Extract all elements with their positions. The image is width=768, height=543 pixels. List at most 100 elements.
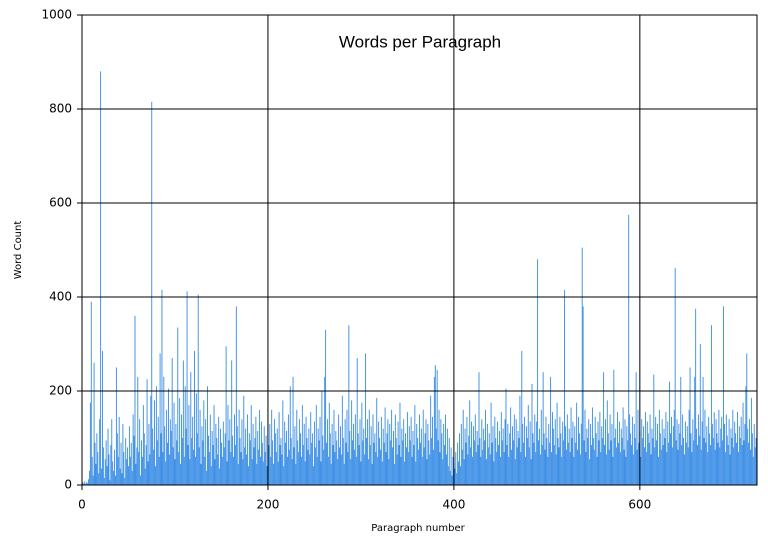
bar [214, 459, 216, 485]
bar [138, 452, 140, 485]
bar [710, 445, 711, 485]
bar [585, 452, 587, 485]
bar [304, 461, 306, 485]
bar [207, 435, 209, 485]
bar [273, 419, 275, 485]
bar [258, 449, 260, 485]
bar [144, 468, 146, 485]
bar [126, 459, 128, 485]
bar [330, 463, 332, 485]
bar [404, 461, 406, 485]
bar [694, 376, 696, 485]
bar [285, 442, 287, 485]
bar [568, 428, 570, 485]
bar [690, 433, 692, 485]
bar [717, 442, 719, 485]
bar [449, 470, 451, 485]
bar [721, 416, 723, 485]
bar [668, 442, 670, 485]
bar [502, 428, 504, 485]
bar [578, 433, 580, 485]
bar [718, 409, 720, 485]
bar [287, 414, 289, 485]
bar [196, 433, 198, 485]
y-tick-label: 1000 [41, 8, 72, 22]
bar [615, 428, 617, 485]
bar [247, 414, 248, 485]
plot-frame [81, 14, 758, 486]
bar [653, 374, 655, 485]
bar [154, 400, 155, 485]
bar [594, 416, 596, 485]
bar [219, 468, 221, 485]
bar [524, 416, 526, 485]
bar [378, 421, 380, 485]
bar [232, 435, 234, 485]
bar [655, 416, 657, 485]
bar [711, 423, 713, 485]
bar [475, 452, 477, 485]
bar [125, 438, 127, 485]
bar [749, 419, 751, 485]
bar [200, 463, 202, 485]
bar [294, 426, 296, 485]
bar [202, 440, 204, 485]
bar [393, 463, 395, 485]
bar [129, 456, 131, 485]
bar [349, 430, 351, 485]
bar [231, 360, 233, 485]
bar [391, 409, 393, 485]
bar [350, 459, 352, 485]
bar [674, 267, 676, 485]
bar [582, 306, 584, 485]
bar [650, 454, 652, 485]
y-axis-label: Word Count [13, 221, 24, 280]
bar [580, 423, 582, 485]
bar [645, 452, 647, 485]
bar [468, 435, 470, 485]
bar [109, 480, 111, 485]
bar [173, 402, 175, 485]
bar [716, 433, 718, 485]
bar [734, 421, 736, 485]
bar [355, 456, 357, 485]
bar [116, 433, 118, 485]
bar [445, 454, 447, 485]
bar [127, 447, 129, 485]
bar [169, 419, 171, 485]
bar [578, 416, 579, 485]
bar [684, 421, 686, 485]
bar [549, 442, 551, 485]
bar [414, 405, 416, 485]
bar [556, 402, 558, 485]
bar [379, 449, 381, 485]
bar [523, 442, 525, 485]
bar [586, 428, 588, 485]
bar [276, 428, 278, 485]
bar [103, 477, 105, 485]
bar [201, 426, 203, 485]
bar [247, 466, 249, 485]
bar [560, 433, 562, 485]
bar [130, 442, 132, 485]
bar [477, 445, 479, 485]
bar [535, 452, 537, 485]
bar [424, 433, 426, 485]
bar [729, 454, 731, 485]
bar [344, 419, 346, 485]
bar [745, 386, 747, 485]
bar [680, 376, 682, 485]
bar [317, 428, 319, 485]
bar [320, 461, 322, 485]
bar [428, 440, 430, 485]
bar [182, 360, 184, 485]
bar [210, 466, 212, 485]
bar [686, 426, 688, 485]
bar [429, 454, 431, 485]
bar [630, 433, 632, 485]
bar [485, 409, 486, 485]
bar [257, 430, 259, 485]
bar [730, 428, 732, 485]
bar [632, 454, 634, 485]
